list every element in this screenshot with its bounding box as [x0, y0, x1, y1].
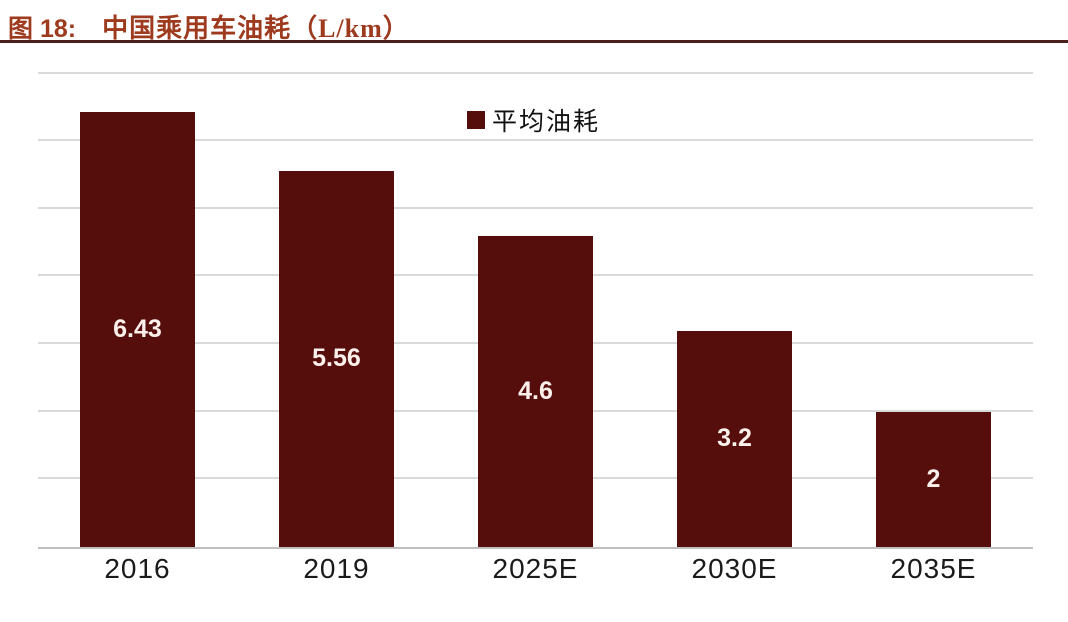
x-tick-label-2025E: 2025E	[492, 553, 579, 584]
bar-value-label: 4.6	[518, 376, 553, 405]
bar-value-label: 3.2	[717, 424, 752, 453]
bar-value-label: 6.43	[113, 315, 162, 344]
x-tick-label-2019: 2019	[303, 553, 370, 584]
x-axis-labels: 2016 2019 2025E 2030E 2035E	[38, 553, 1033, 585]
x-tick-label-2016: 2016	[104, 553, 171, 584]
bar-column-2030E: 3.2	[635, 60, 834, 547]
gridline	[38, 139, 1033, 142]
bar-series: 6.43 5.56 4.6 3.2 2	[38, 60, 1033, 547]
x-tick-label-2030E: 2030E	[691, 553, 778, 584]
bar-column-2035E: 2	[834, 60, 1033, 547]
bar-column-2016: 6.43	[38, 60, 237, 547]
bar-column-2019: 5.56	[237, 60, 436, 547]
bar-2025E: 4.6	[477, 235, 594, 547]
gridline	[38, 206, 1033, 209]
bar-2035E: 2	[875, 411, 992, 547]
bar-chart-plot-area: 6.43 5.56 4.6 3.2 2	[38, 60, 1033, 549]
header-divider	[0, 40, 1068, 43]
figure-number: 图 18:	[8, 15, 77, 43]
gridline	[38, 71, 1033, 74]
bar-2030E: 3.2	[676, 330, 793, 547]
bar-column-2025E: 4.6	[436, 60, 635, 547]
bar-2016: 6.43	[79, 112, 196, 547]
figure-title: 中国乘用车油耗（L/km）	[102, 14, 410, 43]
x-tick-label-2035E: 2035E	[890, 553, 977, 584]
bar-value-label: 2	[926, 464, 941, 493]
legend-swatch-icon	[467, 111, 485, 129]
figure-header: 图 18: 中国乘用车油耗（L/km）	[8, 8, 410, 45]
bar-2019: 5.56	[278, 170, 395, 547]
bar-value-label: 5.56	[312, 344, 361, 373]
legend-label: 平均油耗	[492, 109, 601, 136]
chart-legend: 平均油耗	[467, 102, 600, 138]
